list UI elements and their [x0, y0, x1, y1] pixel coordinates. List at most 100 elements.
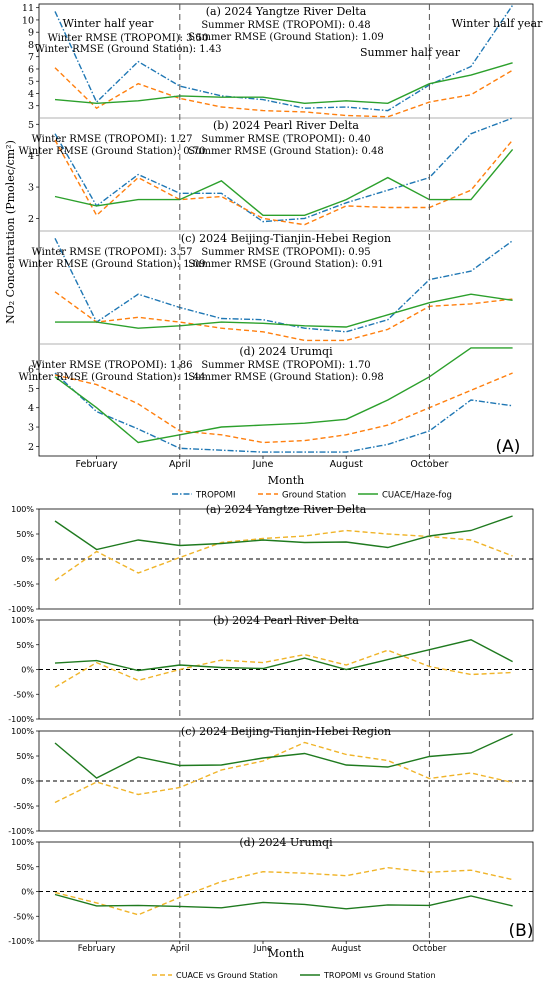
ground-station-line [54, 139, 514, 226]
x-tick-label: April [169, 459, 191, 470]
x-tick-label: August [330, 459, 364, 470]
x-tick-label: June [253, 944, 273, 954]
y-tick-label: 3 [28, 101, 34, 112]
figure-b-panel-1: 100% 50% 0% -50% -100% (a) 2024 Yangtze River… [8, 503, 534, 614]
legend-label: CUACE/Haze-fog [382, 491, 452, 501]
figure-a-panel-2: 2 3 4 5 (b) 2024 Pearl River Delta Winter RMS… [18, 117, 533, 226]
x-tick-label: February [78, 944, 116, 954]
summer-rmse-ground: Summer RMSE (Ground Station): 1.09 [188, 32, 384, 43]
y-tick-label: 3 [28, 183, 34, 194]
cuace-vs-ground-line [54, 529, 513, 582]
winter-rmse-ground: Winter RMSE (Ground Station): 0.70 [18, 146, 205, 157]
x-tick-label: October [412, 944, 447, 954]
y-tick-label: 4 [28, 403, 34, 414]
panel-title: (b) 2024 Pearl River Delta [213, 614, 359, 627]
y-tick-label: -50% [13, 580, 34, 589]
tropomi-vs-ground-line [54, 893, 513, 910]
cuace-vs-ground-line [54, 741, 513, 804]
summer-rmse-tropomi: Summer RMSE (TROPOMI): 1.70 [201, 360, 370, 371]
ground-station-line [54, 372, 513, 444]
winter-rmse-ground: Winter RMSE (Ground Station): 1.09 [18, 259, 205, 270]
summer-rmse-tropomi: Summer RMSE (TROPOMI): 0.95 [201, 247, 370, 258]
figure-b-panel-4: 100% 50% 0% -50% -100% (d) 2024 Urumqi [8, 836, 534, 946]
cuace-line [54, 148, 514, 217]
tropomi-line [54, 117, 513, 223]
figure-a-tag: (A) [496, 437, 521, 457]
tropomi-vs-ground-line [54, 639, 513, 672]
x-tick-label: October [410, 459, 448, 470]
y-tick-label: 6 [28, 64, 34, 75]
tropomi-vs-ground-line [54, 515, 513, 551]
y-tick-label: 7 [28, 52, 34, 63]
cuace-line [55, 293, 513, 329]
y-tick-label: 5 [28, 384, 34, 395]
panel-title: (c) 2024 Beijing-Tianjin-Hebei Region [181, 232, 391, 245]
summer-rmse-tropomi: Summer RMSE (TROPOMI): 0.40 [201, 134, 370, 145]
tropomi-vs-ground-line [54, 733, 513, 779]
legend-label: CUACE vs Ground Station [176, 971, 278, 980]
y-tick-label: 0% [21, 555, 34, 564]
cuace-line [54, 62, 513, 105]
figure-b-xlabel: Month [268, 947, 304, 960]
cuace-vs-ground-line [54, 866, 513, 916]
y-tick-label: 10 [22, 15, 34, 26]
summer-half-year-label: Summer half year [360, 46, 461, 59]
y-tick-label: -50% [13, 690, 34, 699]
winter-half-year-left-label: Winter half year [63, 17, 154, 30]
panel-title: (b) 2024 Pearl River Delta [213, 119, 359, 132]
summer-rmse-ground: Summer RMSE (Ground Station): 0.91 [188, 259, 384, 270]
y-tick-label: 4 [28, 151, 34, 162]
ground-station-line [54, 67, 513, 118]
x-tick-label: February [76, 459, 118, 470]
legend-label: TROPOMI vs Ground Station [323, 971, 436, 980]
panel-title: (c) 2024 Beijing-Tianjin-Hebei Region [181, 725, 391, 738]
tropomi-line [54, 372, 513, 453]
legend-label: TROPOMI [195, 491, 235, 501]
winter-rmse-tropomi: Winter RMSE (TROPOMI): 1.27 [32, 134, 193, 145]
y-tick-label: 5 [28, 77, 34, 88]
y-tick-label: 50% [16, 752, 34, 761]
cuace-vs-ground-line [54, 649, 513, 688]
cuace-line [54, 347, 513, 444]
legend-label: Ground Station [282, 491, 346, 501]
panel-title: (a) 2024 Yangtze River Delta [206, 5, 367, 18]
x-tick-label: April [170, 944, 189, 954]
figure-b-tag: (B) [509, 921, 534, 941]
summer-rmse-ground: Summer RMSE (Ground Station): 0.48 [188, 146, 384, 157]
y-tick-label: 0% [21, 888, 34, 897]
figure-a-panel-3: (c) 2024 Beijing-Tianjin-Hebei Region Win… [18, 230, 533, 342]
x-tick-label: August [331, 944, 361, 954]
y-tick-label: -100% [8, 605, 34, 614]
figure-a-xlabel: Month [268, 474, 304, 487]
figure-b-panel-3: 100% 50% 0% -50% -100% (c) 2024 Beijing-Tianj… [8, 725, 534, 836]
y-tick-label: -50% [13, 912, 34, 921]
y-tick-label: 100% [11, 505, 34, 514]
y-tick-label: 5 [28, 120, 34, 131]
y-tick-label: 3 [28, 423, 34, 434]
y-tick-label: 50% [16, 641, 34, 650]
y-tick-label: 0% [21, 666, 34, 675]
y-tick-label: -100% [8, 715, 34, 724]
panel-title: (d) 2024 Urumqi [239, 836, 333, 849]
y-tick-label: 2 [28, 442, 34, 453]
winter-half-year-right-label: Winter half year [452, 17, 543, 30]
winter-rmse-tropomi: Winter RMSE (TROPOMI): 3.50 [48, 33, 209, 44]
y-tick-label: 100% [11, 838, 34, 847]
y-tick-label: -100% [8, 827, 34, 836]
winter-rmse-ground: Winter RMSE (Ground Station): 1.43 [34, 44, 221, 55]
summer-rmse-ground: Summer RMSE (Ground Station): 0.98 [188, 372, 384, 383]
figure-b-legend: CUACE vs Ground Station TROPOMI vs Ground… [152, 971, 436, 980]
y-tick-label: 50% [16, 863, 34, 872]
winter-rmse-ground: Winter RMSE (Ground Station): 1.44 [18, 372, 205, 383]
figure-b-panels: 100% 50% 0% -50% -100% (a) 2024 Yangtze River… [8, 503, 534, 954]
y-tick-label: 100% [11, 727, 34, 736]
y-tick-label: 0% [21, 777, 34, 786]
x-tick-label: June [252, 459, 274, 470]
y-tick-label: 6 [28, 365, 34, 376]
figure-b-panel-2: 100% 50% 0% -50% -100% (b) 2024 Pearl River D… [8, 614, 534, 724]
figure-a-panel-4: 2 3 4 5 6 (d) 2024 Urumqi Winter RMSE (TROPOMI… [18, 343, 533, 453]
ground-station-line [54, 291, 513, 342]
figure-a-frame [38, 3, 534, 457]
